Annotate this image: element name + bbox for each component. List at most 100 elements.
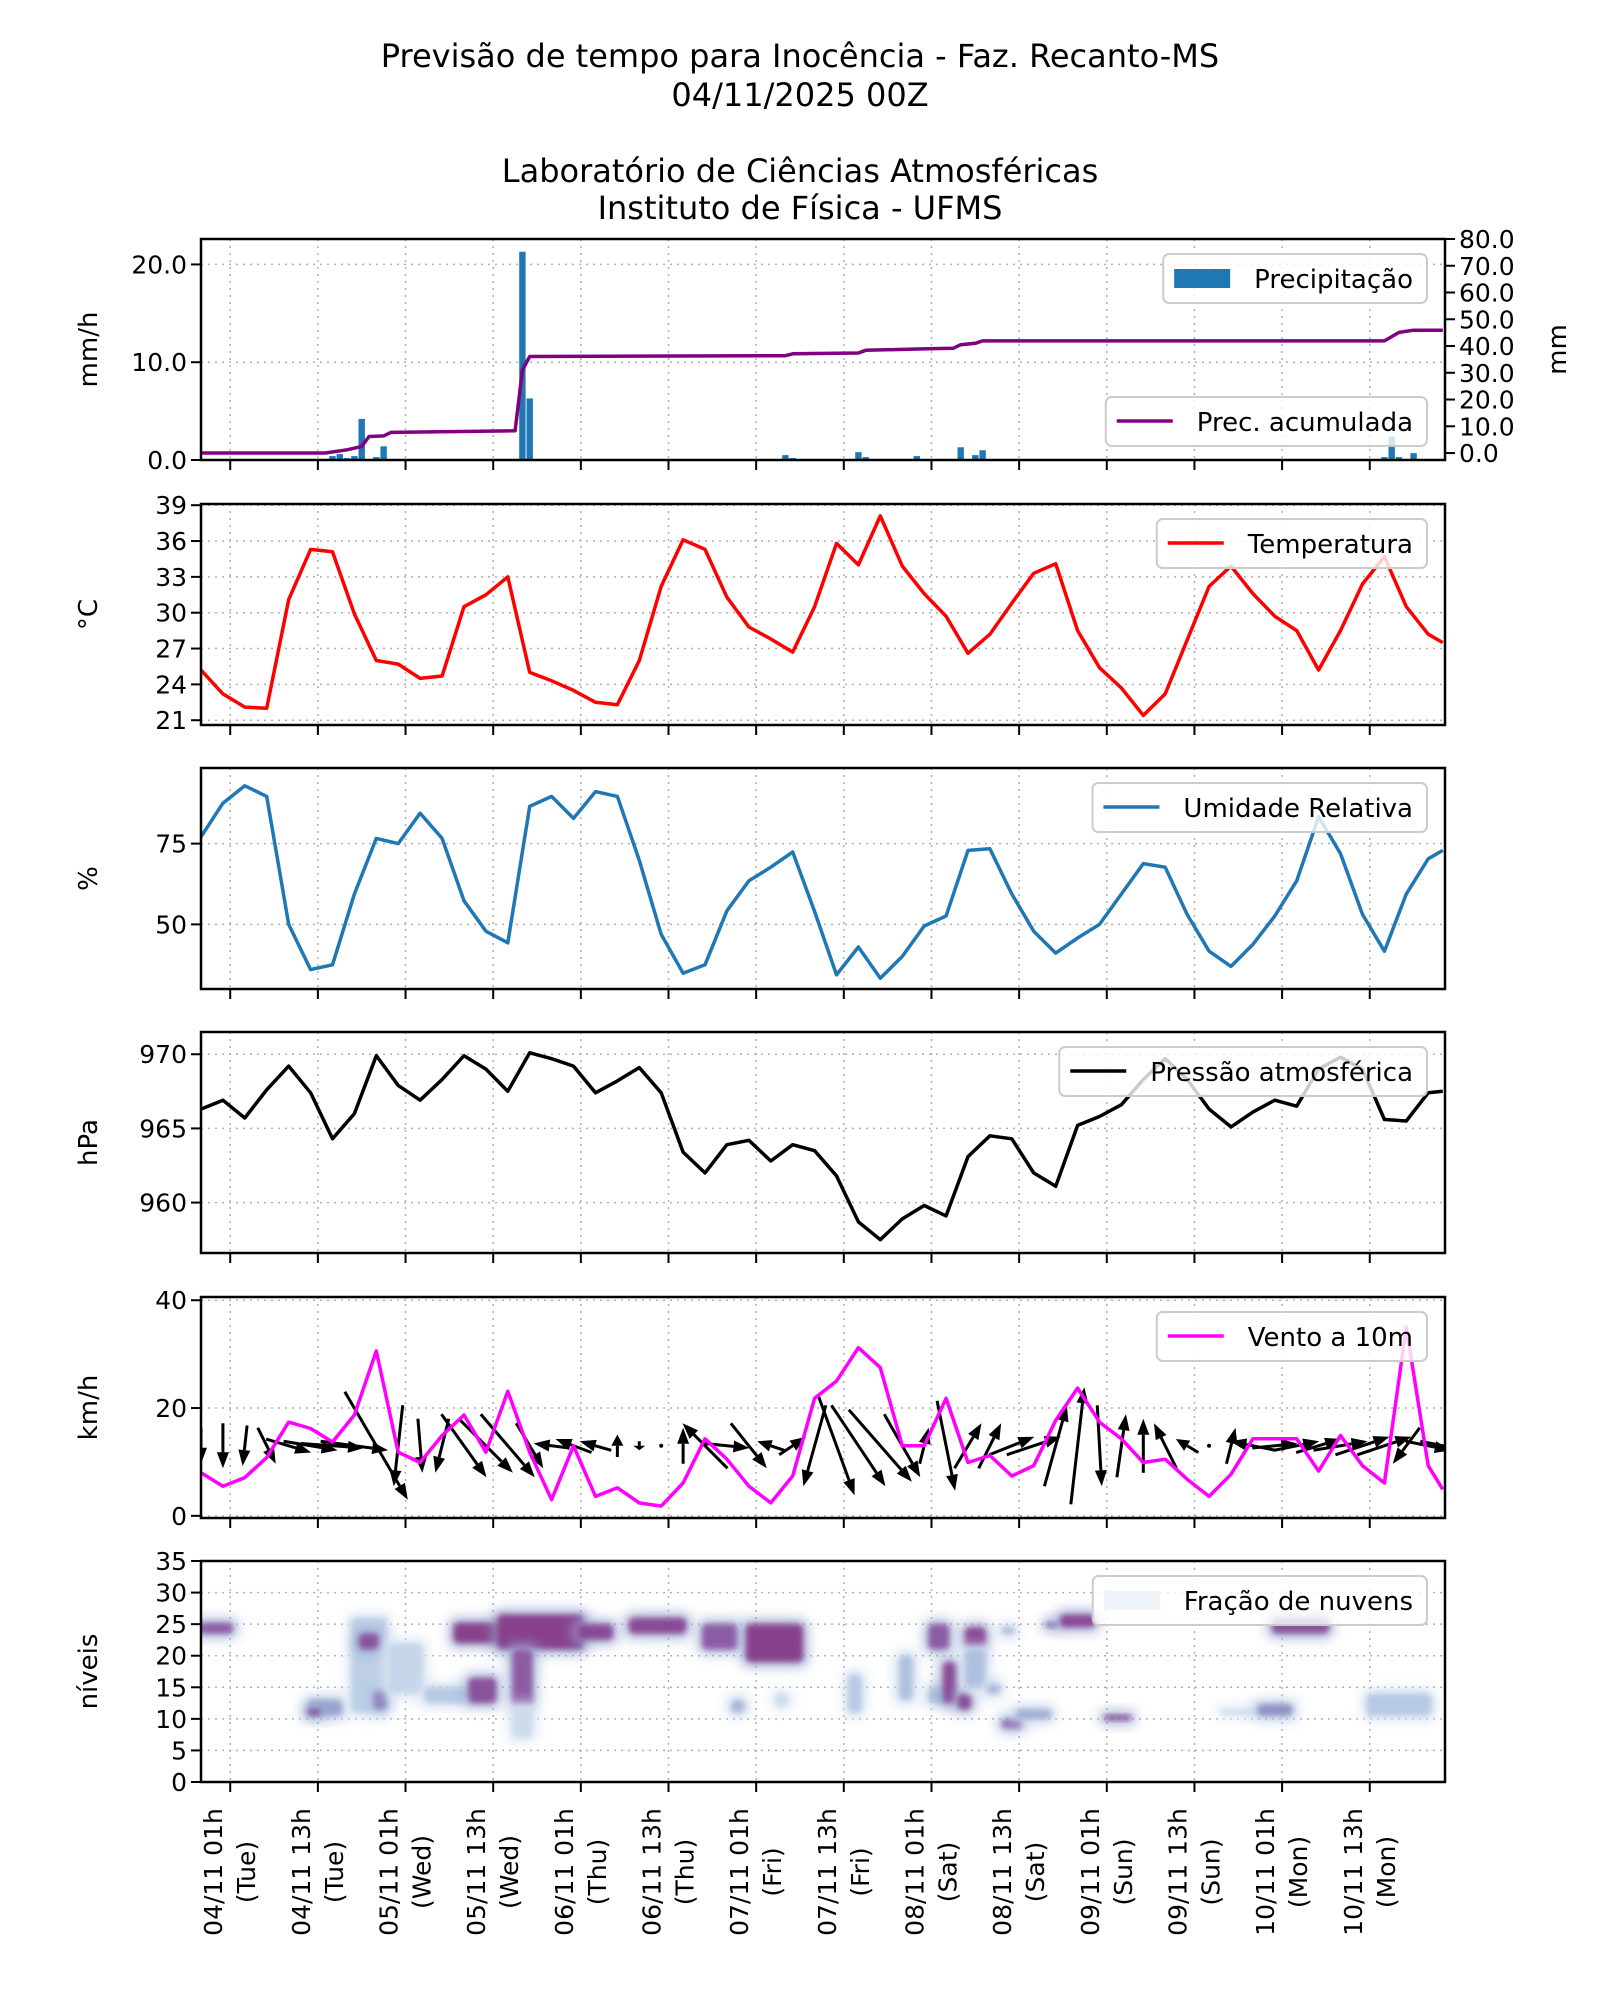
series-line xyxy=(201,1051,1443,1242)
legend-label: Pressão atmosférica xyxy=(1150,1058,1413,1088)
panel-3: 50 75% Umidade Relativa xyxy=(74,766,1447,999)
y-tick-label: 5 xyxy=(171,1736,187,1765)
axes-frame xyxy=(199,237,1447,462)
y-tick-label: 0 xyxy=(171,1502,187,1531)
x-tick-date: 08/11 13h xyxy=(988,1808,1017,1936)
cloud-region xyxy=(952,1688,976,1715)
subtitle-institute: Instituto de Física - UFMS xyxy=(598,189,1003,227)
y-tick-label: 36 xyxy=(155,527,187,556)
precip-bar xyxy=(1381,457,1388,460)
wind-arrow xyxy=(433,1418,451,1473)
precip-bar xyxy=(862,457,869,460)
wind-arrow xyxy=(677,1427,690,1464)
x-tick-weekday: (Tue) xyxy=(320,1841,349,1903)
cloud-region xyxy=(572,1619,619,1645)
y-axis-label: hPa xyxy=(74,1119,104,1166)
axes-frame xyxy=(199,502,1447,727)
legend: Vento a 10m xyxy=(1155,1311,1428,1362)
y-tick-label: 50 xyxy=(155,910,187,939)
x-tick-weekday: (Tue) xyxy=(232,1841,261,1903)
x-tick-label: 06/11 13h (Thu) xyxy=(638,1808,700,1936)
legend: Pressão atmosférica xyxy=(1058,1046,1428,1097)
precip-bar xyxy=(358,418,365,460)
cloud-region xyxy=(996,1622,1020,1639)
y-tick-label: 10 xyxy=(155,1705,187,1734)
x-tick-date: 06/11 01h xyxy=(550,1808,579,1936)
wind-arrow xyxy=(479,1413,535,1478)
precip-bar xyxy=(526,398,533,460)
cloud-region xyxy=(1054,1609,1101,1633)
x-tick-label: 07/11 13h (Fri) xyxy=(813,1808,875,1936)
y-tick-label: 10.0 xyxy=(131,348,187,377)
x-tick-date: 05/11 13h xyxy=(462,1808,491,1936)
cloud-region xyxy=(507,1644,538,1712)
wind-arrow xyxy=(633,1441,646,1451)
cloud-region xyxy=(1215,1704,1261,1720)
panel-4: 960 965 970 hPa Pressão atmosférica xyxy=(74,1030,1447,1263)
x-tick-date: 08/11 01h xyxy=(900,1808,929,1936)
wind-arrow xyxy=(1153,1423,1178,1469)
y-axis-label: mm/h xyxy=(74,312,104,388)
wind-arrow xyxy=(1392,1426,1421,1464)
y-tick-label: 960 xyxy=(139,1189,187,1218)
y-axis-label: % xyxy=(74,866,104,891)
wind-arrow xyxy=(847,1408,912,1482)
cloud-region xyxy=(697,1619,743,1655)
cloud-region xyxy=(507,1701,538,1743)
legend-label: Vento a 10m xyxy=(1248,1323,1413,1353)
cloud-region xyxy=(463,1672,502,1709)
wind-arrow xyxy=(817,1395,855,1496)
y-tick-label: 20 xyxy=(155,1394,187,1423)
wind-arrow xyxy=(415,1418,428,1473)
precip-bar xyxy=(782,455,789,460)
wind-arrow xyxy=(757,1440,785,1452)
precip-bar xyxy=(1410,453,1417,460)
series-line xyxy=(201,514,1444,718)
legend-box xyxy=(1155,518,1428,569)
wind-arrow xyxy=(682,1423,729,1470)
legend-box xyxy=(1058,1046,1428,1097)
plot-area xyxy=(201,1051,1443,1242)
precip-bar xyxy=(957,447,964,460)
y2-tick-label: 30.0 xyxy=(1459,359,1515,388)
x-tick-label: 05/11 01h (Wed) xyxy=(375,1808,437,1936)
legend-box xyxy=(1162,253,1428,304)
y-tick-label: 970 xyxy=(139,1040,187,1069)
y-tick-label: 20 xyxy=(155,1642,187,1671)
legend-box xyxy=(1091,782,1428,833)
panel-5: 0 20 40 km/h Vento a 10m xyxy=(74,1286,1447,1531)
wind-arrow xyxy=(389,1405,405,1487)
cloud-region xyxy=(1252,1699,1298,1721)
legend-swatch xyxy=(1174,269,1231,288)
y-tick-label: 75 xyxy=(155,830,187,859)
wind-arrow xyxy=(440,1413,487,1478)
legend-box xyxy=(1155,1311,1428,1362)
y-axis-label: níveis xyxy=(74,1634,104,1710)
x-tick-label: 08/11 01h (Sat) xyxy=(900,1808,962,1936)
wind-arrow xyxy=(977,1423,1002,1469)
x-tick-weekday: (Sat) xyxy=(933,1842,962,1903)
y2-tick-label: 70.0 xyxy=(1459,252,1515,281)
wind-arrow xyxy=(238,1425,251,1467)
subtitle-lab: Laboratório de Ciências Atmosféricas xyxy=(502,152,1099,190)
precip-bar xyxy=(979,450,986,460)
precip-bar xyxy=(913,456,921,460)
y-tick-label: 39 xyxy=(155,491,187,520)
axes-frame xyxy=(199,1559,1447,1784)
y2-tick-label: 40.0 xyxy=(1459,332,1515,361)
y-tick-label: 20.0 xyxy=(131,250,187,279)
cloud-region xyxy=(623,1612,692,1639)
legend-label: Temperatura xyxy=(1247,530,1413,560)
cloud-region xyxy=(1098,1710,1137,1726)
axes-frame xyxy=(199,1295,1447,1520)
y-tick-label: 35 xyxy=(155,1547,187,1576)
cloud-region xyxy=(959,1644,991,1693)
x-tick-label: 09/11 13h (Sun) xyxy=(1163,1808,1225,1936)
y-tick-label: 21 xyxy=(155,706,187,735)
x-tick-date: 05/11 01h xyxy=(375,1808,404,1936)
precip-bar xyxy=(380,446,387,460)
y-tick-label: 24 xyxy=(155,670,187,699)
wind-arrow xyxy=(1069,1387,1089,1505)
wind-arrow xyxy=(216,1423,229,1469)
